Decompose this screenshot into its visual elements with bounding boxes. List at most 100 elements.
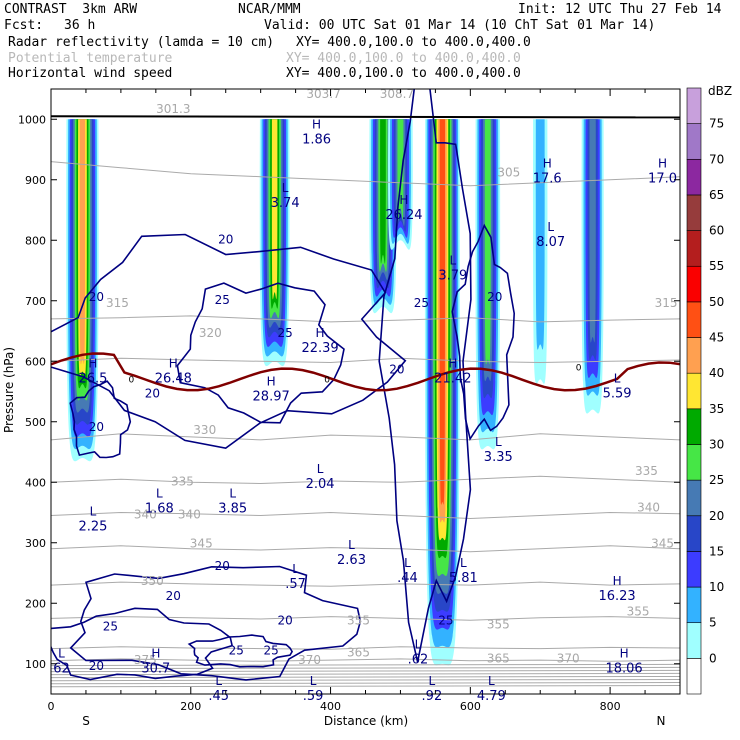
hl-marker-l: L	[348, 538, 355, 552]
y-tick-label: 400	[25, 476, 46, 489]
hl-marker-value: 17.6	[533, 172, 562, 187]
colorbar-swatch	[686, 372, 702, 410]
hl-marker-value: .62	[408, 653, 429, 668]
theta-contour-upper	[51, 685, 680, 688]
colorbar: dBZ 0 5 10 15 20 25 30 35 40 45 50 55 60 65 70 75	[686, 84, 732, 695]
colorbar-label: 75	[709, 117, 724, 131]
theta-label: 365	[487, 652, 510, 666]
freezing-level-line	[51, 352, 680, 392]
wind-label: 20	[89, 659, 104, 673]
hl-marker-value: 3.74	[271, 196, 300, 211]
freezing-level	[51, 115, 680, 392]
wind-contour-25	[51, 607, 234, 681]
hl-marker-value: 28.97	[253, 389, 290, 404]
colorbar-swatch	[686, 158, 702, 196]
hl-marker-value: 2.04	[306, 477, 335, 492]
hl-marker-l: L	[58, 647, 65, 661]
theta-contour-340	[51, 511, 680, 520]
reflectivity-column-7	[589, 119, 596, 343]
hl-marker-value: 5.81	[449, 571, 478, 586]
theta-contour-350	[51, 581, 680, 587]
colorbar-label: 35	[709, 402, 724, 416]
y-tick-label: 500	[25, 416, 46, 429]
colorbar-unit: dBZ	[708, 84, 732, 98]
hl-marker-l: L	[450, 253, 457, 267]
colorbar-swatch	[686, 230, 702, 267]
y-tick-label: 600	[25, 355, 46, 368]
wind-contour-20	[69, 565, 362, 681]
colorbar-label: 0	[709, 651, 717, 665]
x-tick-label: 400	[320, 700, 341, 713]
theta-label: 355	[347, 613, 370, 627]
colorbar-label: 60	[709, 224, 724, 238]
colorbar-swatch	[686, 658, 702, 695]
hl-marker-l: L	[460, 556, 467, 570]
field-theta-xy: XY= 400.0,100.0 to 400.0,400.0	[286, 51, 521, 66]
theta-label: 345	[190, 537, 213, 551]
y-axis-label: Pressure (hPa)	[2, 347, 16, 433]
theta-contour-330	[51, 433, 680, 441]
hl-marker-value: 26.24	[385, 208, 422, 223]
wind-contours	[51, 89, 516, 681]
y-tick-label: 1000	[18, 113, 46, 126]
hl-marker-value: .44	[397, 571, 418, 586]
theta-contour-315	[51, 315, 680, 323]
reflectivity-column-5	[484, 119, 491, 365]
hl-marker-h: H	[543, 157, 552, 171]
field-wind: Horizontal wind speed	[8, 66, 173, 81]
hl-marker-value: 2.25	[78, 520, 107, 535]
colorbar-swatch	[686, 444, 702, 481]
model-name: CONTRAST 3km ARW	[4, 2, 138, 17]
theta-contours	[51, 161, 680, 688]
colorbar-label: 65	[709, 188, 724, 202]
theta-contour-upper	[51, 675, 680, 679]
reflectivity-column-2	[380, 119, 386, 264]
hl-marker-value: 22.39	[301, 341, 338, 356]
y-tick-label: 100	[25, 658, 46, 671]
hl-marker-value: 18.06	[605, 662, 642, 677]
theta-contour-upper	[51, 678, 680, 682]
hl-marker-value: 3.35	[484, 450, 513, 465]
theta-label: 335	[171, 474, 194, 488]
colorbar-swatch	[686, 194, 702, 231]
hl-marker-value: 1.86	[302, 132, 331, 147]
theta-label: 315	[106, 296, 129, 310]
theta-label: 340	[637, 500, 660, 514]
theta-label: 375	[134, 653, 157, 667]
x-tick-label: 0	[48, 700, 55, 713]
x-tick-label: 800	[600, 700, 621, 713]
wind-label: 20	[166, 589, 181, 603]
theta-contour-upper	[51, 672, 680, 676]
wind-label: 20	[277, 613, 292, 627]
theta-contour-370	[51, 658, 680, 662]
y-tick-label: 800	[25, 234, 46, 247]
hl-marker-value: 3.79	[438, 268, 467, 283]
hl-marker-l: L	[488, 674, 495, 688]
x-axis-label: Distance (km)	[324, 714, 408, 728]
colorbar-swatch	[686, 515, 702, 552]
hl-marker-value: 17.0	[648, 172, 677, 187]
theta-label: 320	[199, 326, 222, 340]
colorbar-swatch	[686, 408, 702, 445]
theta-label: 315	[655, 296, 678, 310]
y-tick-label: 700	[25, 295, 46, 308]
wind-label: 20	[215, 559, 230, 573]
theta-contour-355	[51, 616, 680, 621]
theta-contour-upper	[51, 669, 680, 673]
theta-contour-320	[51, 357, 680, 364]
wind-label: 25	[215, 293, 230, 307]
theta-contour-305	[51, 161, 680, 187]
colorbar-label: 5	[709, 616, 717, 630]
theta-label: 340	[134, 508, 157, 522]
colorbar-label: 30	[709, 437, 724, 451]
colorbar-label: 15	[709, 544, 724, 558]
forecast-label: Fcst:	[4, 18, 44, 33]
reflectivity-column-6	[535, 119, 545, 350]
theta-label: 308.7	[380, 87, 414, 101]
colorbar-swatch	[686, 479, 702, 517]
theta-label: 365	[347, 645, 370, 659]
theta-label: 301.3	[156, 102, 190, 116]
theta-contour-365	[51, 646, 680, 650]
contour-labels: 305 315 315 320 330 335 335 340 340 340 345 345 350 3…	[53, 87, 677, 704]
